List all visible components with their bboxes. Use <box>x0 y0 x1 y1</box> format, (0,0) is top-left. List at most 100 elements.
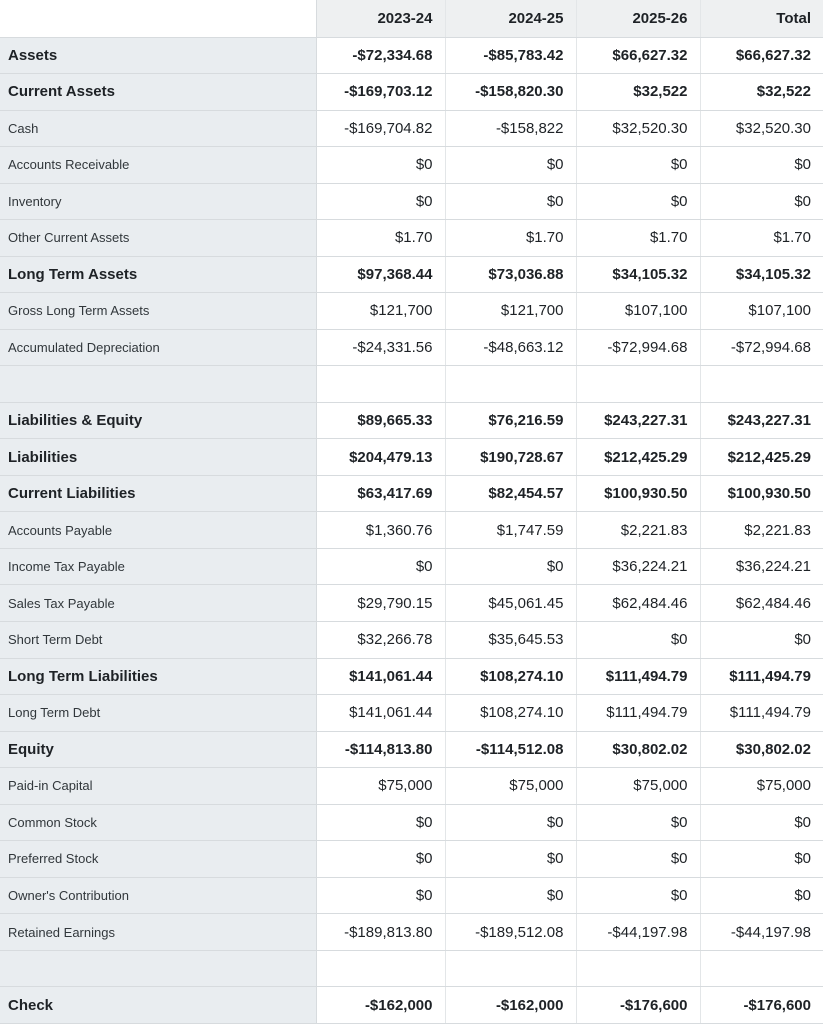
table-body: Assets -$72,334.68 -$85,783.42 $66,627.3… <box>0 37 823 1024</box>
cell-value: $66,627.32 <box>700 37 823 75</box>
cell-value: $32,522 <box>576 73 701 111</box>
cell-value: $204,479.13 <box>316 438 446 476</box>
cell-value: $32,520.30 <box>700 110 823 148</box>
table-row: Accounts Payable $1,360.76 $1,747.59 $2,… <box>0 511 823 549</box>
cell-value: $0 <box>445 804 577 842</box>
cell-value: $0 <box>445 840 577 878</box>
table-header: 2023-24 2024-25 2025-26 Total <box>0 0 823 38</box>
cell-value: -$189,512.08 <box>445 913 577 951</box>
cell-value: $75,000 <box>576 767 701 805</box>
table-row: Assets -$72,334.68 -$85,783.42 $66,627.3… <box>0 37 823 75</box>
row-label: Retained Earnings <box>0 913 317 951</box>
cell-value: $32,522 <box>700 73 823 111</box>
cell-value: $0 <box>700 840 823 878</box>
cell-value: $62,484.46 <box>576 584 701 622</box>
cell-value: $76,216.59 <box>445 402 577 440</box>
cell-value: $111,494.79 <box>576 658 701 696</box>
cell-value: $0 <box>445 183 577 221</box>
row-label: Accounts Receivable <box>0 146 317 184</box>
header-row: 2023-24 2024-25 2025-26 Total <box>0 0 823 38</box>
cell-value: -$85,783.42 <box>445 37 577 75</box>
cell-value: $0 <box>316 877 446 915</box>
cell-value: $36,224.21 <box>700 548 823 586</box>
cell-value: $0 <box>700 183 823 221</box>
cell-value: $1.70 <box>316 219 446 257</box>
column-header-2025-26: 2025-26 <box>576 0 701 38</box>
cell-value: $0 <box>445 146 577 184</box>
row-label: Cash <box>0 110 317 148</box>
cell-value: $0 <box>576 146 701 184</box>
cell-value: $35,645.53 <box>445 621 577 659</box>
row-label: Owner's Contribution <box>0 877 317 915</box>
row-label: Current Assets <box>0 73 317 111</box>
cell-value: -$176,600 <box>700 986 823 1024</box>
cell-value <box>445 365 577 403</box>
cell-value: -$189,813.80 <box>316 913 446 951</box>
cell-value: -$169,703.12 <box>316 73 446 111</box>
row-label: Gross Long Term Assets <box>0 292 317 330</box>
cell-value: $1,360.76 <box>316 511 446 549</box>
row-label <box>0 950 317 988</box>
table-row: Sales Tax Payable $29,790.15 $45,061.45 … <box>0 584 823 622</box>
row-label: Equity <box>0 731 317 769</box>
cell-value: $32,520.30 <box>576 110 701 148</box>
cell-value: -$72,994.68 <box>576 329 701 367</box>
table-row: Equity -$114,813.80 -$114,512.08 $30,802… <box>0 731 823 769</box>
cell-value: $190,728.67 <box>445 438 577 476</box>
table-row: Liabilities & Equity $89,665.33 $76,216.… <box>0 402 823 440</box>
cell-value: $1.70 <box>445 219 577 257</box>
table-row: Long Term Assets $97,368.44 $73,036.88 $… <box>0 256 823 294</box>
table-row: Income Tax Payable $0 $0 $36,224.21 $36,… <box>0 548 823 586</box>
cell-value: $0 <box>700 804 823 842</box>
cell-value: $0 <box>576 877 701 915</box>
row-label <box>0 365 317 403</box>
cell-value: $141,061.44 <box>316 694 446 732</box>
row-label: Income Tax Payable <box>0 548 317 586</box>
cell-value <box>576 365 701 403</box>
cell-value: $243,227.31 <box>700 402 823 440</box>
cell-value: $141,061.44 <box>316 658 446 696</box>
row-label: Accounts Payable <box>0 511 317 549</box>
cell-value: -$162,000 <box>316 986 446 1024</box>
cell-value: $63,417.69 <box>316 475 446 513</box>
table-row <box>0 950 823 988</box>
row-label: Common Stock <box>0 804 317 842</box>
row-label: Long Term Liabilities <box>0 658 317 696</box>
cell-value <box>700 950 823 988</box>
cell-value: $107,100 <box>576 292 701 330</box>
table-row: Inventory $0 $0 $0 $0 <box>0 183 823 221</box>
cell-value: -$44,197.98 <box>700 913 823 951</box>
cell-value: $111,494.79 <box>576 694 701 732</box>
cell-value: $111,494.79 <box>700 658 823 696</box>
cell-value: $73,036.88 <box>445 256 577 294</box>
cell-value: -$114,512.08 <box>445 731 577 769</box>
cell-value: $2,221.83 <box>700 511 823 549</box>
cell-value: -$158,822 <box>445 110 577 148</box>
cell-value: $100,930.50 <box>700 475 823 513</box>
table-row: Accounts Receivable $0 $0 $0 $0 <box>0 146 823 184</box>
cell-value: $0 <box>576 183 701 221</box>
table-row: Gross Long Term Assets $121,700 $121,700… <box>0 292 823 330</box>
cell-value: $75,000 <box>445 767 577 805</box>
cell-value: -$72,334.68 <box>316 37 446 75</box>
cell-value: $0 <box>316 804 446 842</box>
cell-value: $75,000 <box>316 767 446 805</box>
row-label: Long Term Debt <box>0 694 317 732</box>
table-row: Check -$162,000 -$162,000 -$176,600 -$17… <box>0 986 823 1024</box>
cell-value: -$72,994.68 <box>700 329 823 367</box>
cell-value: $30,802.02 <box>576 731 701 769</box>
cell-value: $0 <box>445 548 577 586</box>
cell-value <box>700 365 823 403</box>
table-row: Common Stock $0 $0 $0 $0 <box>0 804 823 842</box>
cell-value: $66,627.32 <box>576 37 701 75</box>
table-row: Current Liabilities $63,417.69 $82,454.5… <box>0 475 823 513</box>
cell-value: $97,368.44 <box>316 256 446 294</box>
column-header-2024-25: 2024-25 <box>445 0 577 38</box>
row-label: Long Term Assets <box>0 256 317 294</box>
cell-value: $212,425.29 <box>700 438 823 476</box>
row-label-header <box>0 0 317 38</box>
table-row: Liabilities $204,479.13 $190,728.67 $212… <box>0 438 823 476</box>
cell-value: $0 <box>316 183 446 221</box>
cell-value <box>316 365 446 403</box>
cell-value: $0 <box>576 840 701 878</box>
